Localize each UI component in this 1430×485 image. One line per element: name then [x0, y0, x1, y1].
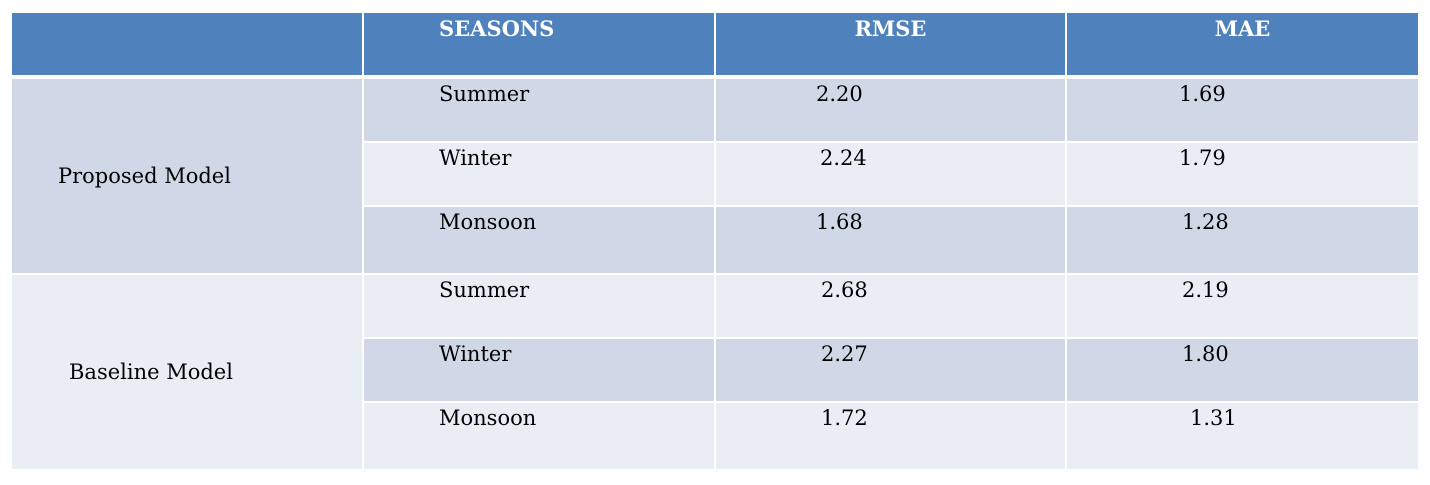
rmse-cell: 2.27 — [714, 337, 1065, 401]
header-rmse: RMSE — [714, 13, 1065, 75]
mae-cell: 1.28 — [1065, 205, 1418, 273]
season-cell: Monsoon — [362, 205, 714, 273]
header-row: SEASONS RMSE MAE — [12, 13, 1418, 75]
header-seasons: SEASONS — [362, 13, 714, 75]
season-cell: Monsoon — [362, 401, 714, 469]
mae-cell: 2.19 — [1065, 273, 1418, 337]
rmse-cell: 2.20 — [714, 75, 1065, 141]
table-row: Proposed Model Summer 2.20 1.69 — [12, 75, 1418, 273]
results-table: SEASONS RMSE MAE Proposed Model Summer 2… — [12, 13, 1418, 469]
header-corner — [12, 13, 362, 75]
rmse-cell: 1.72 — [714, 401, 1065, 469]
group-label-proposed: Proposed Model — [12, 75, 362, 273]
mae-cell: 1.79 — [1065, 141, 1418, 205]
mae-cell: 1.80 — [1065, 337, 1418, 401]
header-mae: MAE — [1065, 13, 1418, 75]
mae-cell: 1.31 — [1065, 401, 1418, 469]
rmse-cell: 2.68 — [714, 273, 1065, 337]
rmse-cell: 1.68 — [714, 205, 1065, 273]
table-row: Baseline Model Summer 2.68 2.19 — [12, 273, 1418, 469]
season-cell: Winter — [362, 337, 714, 401]
group-label-baseline: Baseline Model — [12, 273, 362, 469]
season-cell: Winter — [362, 141, 714, 205]
rmse-cell: 2.24 — [714, 141, 1065, 205]
season-cell: Summer — [362, 75, 714, 141]
season-cell: Summer — [362, 273, 714, 337]
mae-cell: 1.69 — [1065, 75, 1418, 141]
